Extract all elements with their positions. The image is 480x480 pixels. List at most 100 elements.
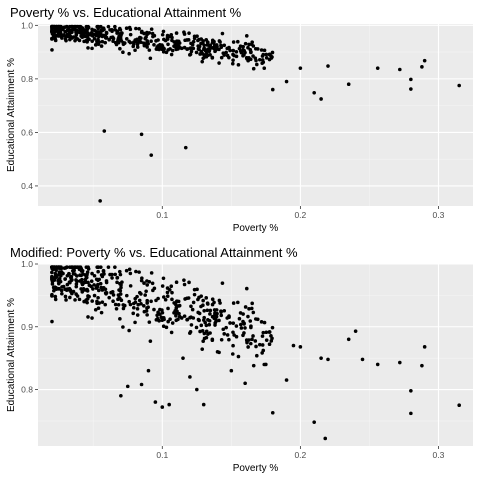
data-point — [197, 311, 202, 316]
data-point — [170, 297, 174, 302]
data-point — [189, 323, 194, 327]
data-point — [234, 334, 239, 339]
data-point — [118, 272, 123, 277]
data-point — [133, 320, 137, 325]
data-point — [52, 265, 56, 269]
data-point — [270, 325, 275, 330]
data-point — [135, 37, 139, 42]
data-point — [219, 337, 224, 342]
data-point — [131, 305, 136, 310]
data-point — [145, 298, 150, 303]
data-point — [115, 275, 120, 280]
data-point — [191, 300, 196, 305]
data-point — [156, 38, 160, 42]
data-point — [155, 313, 159, 318]
data-point — [80, 290, 85, 294]
data-point — [225, 333, 230, 337]
data-point — [75, 28, 79, 33]
data-point — [124, 293, 129, 298]
data-point — [259, 320, 264, 324]
x-tick-label: 0.2 — [294, 210, 306, 220]
data-point — [87, 283, 92, 288]
data-point — [204, 52, 209, 56]
y-tick-label: 0.4 — [21, 181, 33, 191]
data-point — [224, 325, 228, 330]
data-point — [204, 296, 209, 300]
data-point — [125, 384, 130, 389]
data-point — [86, 37, 90, 41]
data-point — [65, 273, 70, 278]
data-point — [248, 319, 253, 323]
data-point — [264, 338, 269, 342]
data-point — [113, 40, 118, 45]
x-tick-label: 0.1 — [156, 210, 168, 220]
data-point — [145, 32, 150, 37]
data-point — [82, 39, 86, 44]
data-point — [108, 28, 112, 32]
data-point — [116, 40, 121, 45]
data-point — [185, 317, 189, 322]
data-point — [121, 50, 125, 55]
data-point — [170, 290, 174, 295]
data-point — [113, 27, 118, 32]
data-point — [57, 34, 61, 38]
data-point — [182, 282, 187, 287]
data-point — [198, 52, 202, 56]
data-point — [119, 285, 123, 290]
data-point — [81, 272, 85, 276]
data-point — [234, 49, 239, 54]
data-point — [231, 330, 235, 335]
data-point — [59, 288, 64, 293]
data-point — [270, 50, 275, 55]
data-point — [95, 40, 99, 44]
data-point — [156, 318, 160, 322]
data-point — [119, 393, 123, 398]
data-point — [94, 277, 99, 282]
data-point — [131, 301, 136, 306]
data-point — [228, 321, 232, 325]
data-point — [96, 24, 100, 29]
data-point — [457, 83, 461, 88]
data-point — [192, 287, 197, 292]
data-point — [144, 35, 148, 39]
data-point — [86, 294, 90, 298]
data-point — [52, 288, 56, 293]
data-point — [243, 381, 247, 386]
data-point — [420, 363, 424, 368]
data-point — [284, 79, 289, 84]
data-point — [248, 57, 253, 62]
data-point — [73, 298, 77, 302]
data-point — [156, 47, 160, 51]
data-point — [270, 410, 275, 415]
data-point — [230, 61, 235, 66]
data-point — [254, 58, 258, 63]
data-point — [135, 307, 140, 311]
data-point — [78, 279, 82, 283]
data-point — [60, 291, 64, 296]
data-point — [398, 67, 402, 72]
data-point — [235, 39, 240, 44]
data-point — [253, 339, 258, 343]
data-point — [210, 38, 215, 43]
data-point — [152, 307, 156, 312]
data-point — [136, 302, 140, 307]
data-point — [269, 334, 273, 338]
data-point — [319, 97, 323, 101]
data-point — [227, 337, 231, 342]
data-point — [118, 292, 123, 296]
data-point — [162, 295, 166, 299]
data-point — [86, 265, 90, 269]
data-point — [95, 301, 99, 306]
data-point — [81, 31, 86, 36]
data-point — [87, 32, 92, 37]
data-point — [189, 304, 193, 309]
data-point — [182, 314, 187, 318]
data-point — [90, 39, 94, 43]
data-point — [75, 37, 80, 41]
data-point — [119, 38, 124, 43]
data-point — [64, 34, 69, 39]
data-point — [118, 317, 122, 321]
data-point — [189, 49, 194, 54]
data-point — [103, 40, 108, 45]
data-point — [187, 280, 191, 285]
